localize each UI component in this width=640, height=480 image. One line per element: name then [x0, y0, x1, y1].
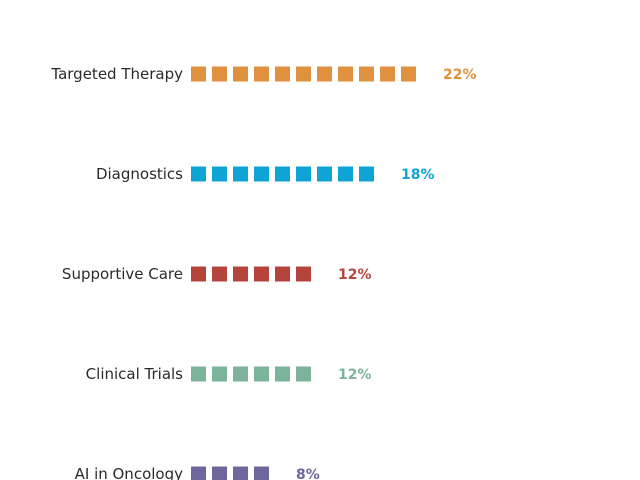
pictogram-square — [233, 66, 248, 82]
value-label: 8% — [296, 467, 320, 480]
chart-row: AI in Oncology 8% — [75, 465, 320, 480]
pictogram-square — [338, 166, 353, 182]
pictogram-square — [275, 366, 290, 382]
pictogram-square — [317, 166, 332, 182]
pictogram-square — [191, 166, 206, 182]
pictogram-square — [233, 466, 248, 480]
pictogram-square — [317, 66, 332, 82]
pictogram-square — [254, 466, 269, 480]
pictogram-square — [254, 66, 269, 82]
pictogram-square — [296, 66, 311, 82]
pictogram-square — [380, 66, 395, 82]
pictogram-square — [212, 66, 227, 82]
chart-row: Diagnostics 18% — [96, 165, 435, 183]
value-label: 18% — [401, 167, 435, 183]
category-label: Diagnostics — [96, 165, 183, 183]
pictogram-square — [191, 366, 206, 382]
pictogram-square — [191, 266, 206, 282]
pictogram-square — [212, 166, 227, 182]
pictogram-square — [359, 166, 374, 182]
pictogram-square — [296, 166, 311, 182]
pictogram-square — [359, 66, 374, 82]
pictogram-square — [338, 66, 353, 82]
pictogram-square — [275, 266, 290, 282]
pictogram-square — [212, 266, 227, 282]
category-label: Clinical Trials — [86, 365, 184, 383]
pictogram-square — [401, 66, 416, 82]
pictogram-square — [191, 466, 206, 480]
chart-row: Clinical Trials 12% — [86, 365, 372, 383]
pictogram-square — [233, 366, 248, 382]
category-label: Supportive Care — [62, 265, 183, 283]
value-label: 22% — [443, 67, 477, 83]
pictogram-square — [296, 266, 311, 282]
pictogram-square — [296, 366, 311, 382]
pictogram-square — [233, 166, 248, 182]
chart-row: Supportive Care 12% — [62, 265, 372, 283]
category-label: AI in Oncology — [75, 465, 183, 480]
value-label: 12% — [338, 267, 372, 283]
category-label: Targeted Therapy — [50, 65, 183, 83]
value-label: 12% — [338, 367, 372, 383]
pictogram-square — [275, 66, 290, 82]
pictogram-square — [212, 466, 227, 480]
pictogram-square — [254, 166, 269, 182]
pictogram-square — [275, 166, 290, 182]
chart-row: Targeted Therapy 22% — [50, 65, 476, 83]
pictogram-square — [254, 266, 269, 282]
pictogram-square — [254, 366, 269, 382]
pictogram-square — [212, 366, 227, 382]
pictogram-square — [233, 266, 248, 282]
pictogram-square — [191, 66, 206, 82]
